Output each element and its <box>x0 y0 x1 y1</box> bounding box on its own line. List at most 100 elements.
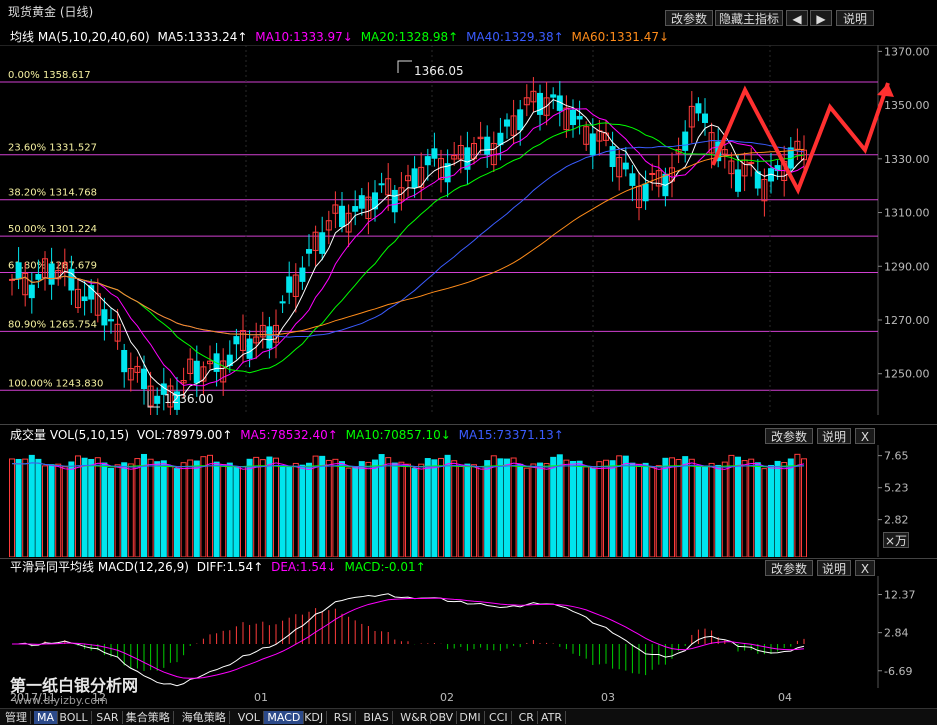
tab-sar[interactable]: SAR <box>93 711 123 724</box>
volume-bar <box>550 456 557 557</box>
volume-bar <box>233 466 240 557</box>
main-help-button[interactable]: 说明 <box>836 10 874 26</box>
volume-chart[interactable]: 7.65 5.23 2.82 <box>0 445 937 557</box>
volume-bar <box>187 459 194 557</box>
volume-close-button[interactable]: X <box>855 428 875 444</box>
volume-bar <box>424 458 431 557</box>
tab-bias[interactable]: BIAS <box>360 711 393 724</box>
volume-bar <box>101 462 108 557</box>
volume-bar <box>570 460 576 557</box>
volume-bar <box>127 463 134 557</box>
candle-body <box>101 309 108 326</box>
watermark-title: 第一纸白银分析网 <box>10 676 139 695</box>
candle-body <box>61 262 68 273</box>
candle-body <box>75 288 81 309</box>
tab-cci[interactable]: CCI <box>486 711 512 724</box>
candle-body <box>622 162 629 170</box>
tab-boll[interactable]: BOLL <box>56 711 92 724</box>
tab-macd[interactable]: MACD <box>264 711 305 724</box>
volume-bar <box>781 462 788 557</box>
candle-body <box>279 301 286 304</box>
next-arrow-button[interactable]: ▶ <box>810 10 832 26</box>
candle-body <box>418 166 425 189</box>
candle-body <box>68 268 75 291</box>
candle-body <box>523 97 530 106</box>
macd-axis-label: 12.37 <box>884 589 916 602</box>
tab-dmi[interactable]: DMI <box>456 711 485 724</box>
volume-help-button[interactable]: 说明 <box>817 428 851 444</box>
tab-strategy4[interactable]: 集合策略 <box>123 711 174 724</box>
candle-body <box>114 323 121 342</box>
volume-bar <box>530 463 537 557</box>
candle-body <box>695 103 702 114</box>
tab-cr[interactable]: CR <box>516 711 538 724</box>
high-marker <box>397 60 412 73</box>
tab-kdj[interactable]: KDJ <box>301 711 328 724</box>
price-chart[interactable]: 0.00% 1358.617 23.60% 1331.527 38.20% 1314… <box>0 45 937 415</box>
volume-bar <box>655 465 662 557</box>
tab-atr[interactable]: ATR <box>538 711 567 724</box>
candle-body <box>358 195 365 209</box>
volume-bar <box>345 467 352 557</box>
volume-bar <box>207 454 213 557</box>
tab-strategy5[interactable]: 海龟策略 <box>179 711 230 724</box>
ma20-value: MA20:1328.98↑ <box>360 30 459 44</box>
candle-body <box>688 105 695 128</box>
candle-body <box>325 220 332 231</box>
tab-obv[interactable]: OBV <box>427 711 458 724</box>
volume-bar <box>352 465 359 557</box>
candle-body <box>299 267 306 282</box>
ma5-line <box>11 99 805 397</box>
projection-arrow-path <box>711 82 890 195</box>
volume-bar <box>688 458 695 557</box>
volume-bar <box>490 455 497 557</box>
candle-body <box>576 115 583 120</box>
volume-ma15-line <box>11 462 805 468</box>
date-label-mar: 03 <box>601 691 615 704</box>
tab-manage[interactable]: 管理 <box>2 711 31 724</box>
candle-body <box>385 178 392 196</box>
macd-help-button[interactable]: 说明 <box>817 560 851 576</box>
candle-body <box>589 133 596 156</box>
volume-bar <box>675 459 682 557</box>
tab-ma[interactable]: MA <box>34 711 59 724</box>
volume-bar <box>444 454 451 557</box>
volume-bar <box>642 462 649 557</box>
volume-params-button[interactable]: 改参数 <box>765 428 813 444</box>
indicator-tab-bar: 管理 MA BOLL SAR 集合策略 海龟策略 VOL MACD KDJ RSI BIAS W&R O… <box>0 708 937 725</box>
volume-bar <box>114 464 121 557</box>
candle-body <box>378 183 385 186</box>
tab-wr[interactable]: W&R <box>397 711 432 724</box>
volume-bar <box>108 467 114 557</box>
candle-body <box>246 338 253 359</box>
candle-body <box>28 284 35 299</box>
candle-body <box>88 285 95 300</box>
macd-axis-label: -6.69 <box>884 665 912 678</box>
volume-bar <box>636 463 642 557</box>
volume-bar <box>273 457 279 557</box>
fib-level-label: 80.90% 1265.754 <box>8 319 97 330</box>
tab-vol[interactable]: VOL <box>235 711 264 724</box>
volume-bar <box>517 463 524 557</box>
macd-close-button[interactable]: X <box>855 560 875 576</box>
macd-dea-value: DEA:1.54↓ <box>271 560 337 574</box>
macd-chart[interactable]: 12.37 2.84 -6.69 <box>0 576 937 688</box>
volume-bar <box>325 459 332 557</box>
tab-rsi[interactable]: RSI <box>331 711 356 724</box>
volume-axis-label: 7.65 <box>884 450 909 463</box>
main-params-button[interactable]: 改参数 <box>665 10 713 26</box>
candle-body <box>94 293 101 316</box>
volume-bar <box>167 465 174 557</box>
candle-body <box>702 113 708 123</box>
volume-bar <box>22 458 29 557</box>
prev-arrow-button[interactable]: ◀ <box>786 10 808 26</box>
hide-indicator-button[interactable]: 隐藏主指标 <box>715 10 783 26</box>
volume-unit-button[interactable]: ×万 <box>883 532 909 548</box>
volume-bar <box>266 456 273 557</box>
candle-body <box>583 126 590 145</box>
macd-params-button[interactable]: 改参数 <box>765 560 813 576</box>
volume-bar <box>61 466 68 557</box>
volume-bar <box>708 462 715 557</box>
volume-bar <box>385 457 392 557</box>
volume-bar <box>583 466 590 557</box>
